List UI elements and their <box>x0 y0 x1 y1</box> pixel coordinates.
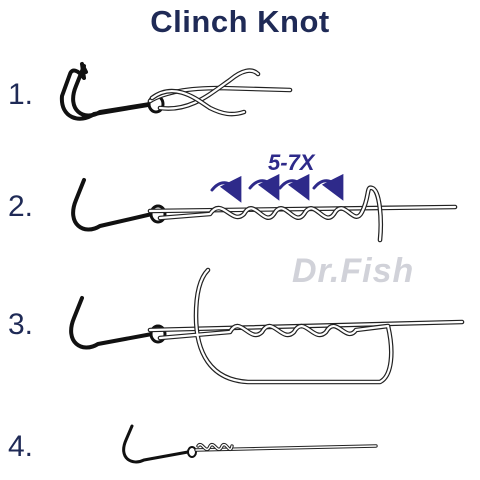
fishing-line <box>147 267 465 385</box>
diagram-title: Clinch Knot <box>150 4 330 39</box>
hook-icon <box>69 296 167 350</box>
step-4-illustration <box>122 424 378 464</box>
wrap-arrow-icon <box>210 175 242 203</box>
hook-icon <box>122 424 197 464</box>
watermark-logo: Dr.Fish <box>292 252 415 290</box>
step-3-number: 3. <box>8 308 34 341</box>
wrap-arrow-icon <box>248 173 280 201</box>
hook-icon <box>71 178 167 232</box>
fishing-line <box>147 185 458 243</box>
step-4-number: 4. <box>8 430 34 463</box>
wraps-count-label: 5-7X <box>268 150 315 175</box>
step-1-illustration <box>59 62 293 121</box>
wrap-arrows <box>210 173 344 203</box>
step-2-number: 2. <box>8 190 34 223</box>
fishing-line <box>147 68 293 117</box>
wrap-arrow-icon <box>278 173 310 201</box>
finished-knot <box>194 442 378 452</box>
step-2-illustration <box>71 173 458 243</box>
step-1-number: 1. <box>8 78 34 111</box>
hook-icon <box>59 62 165 121</box>
step-3-illustration <box>69 267 465 385</box>
wrap-arrow-icon <box>312 173 344 201</box>
